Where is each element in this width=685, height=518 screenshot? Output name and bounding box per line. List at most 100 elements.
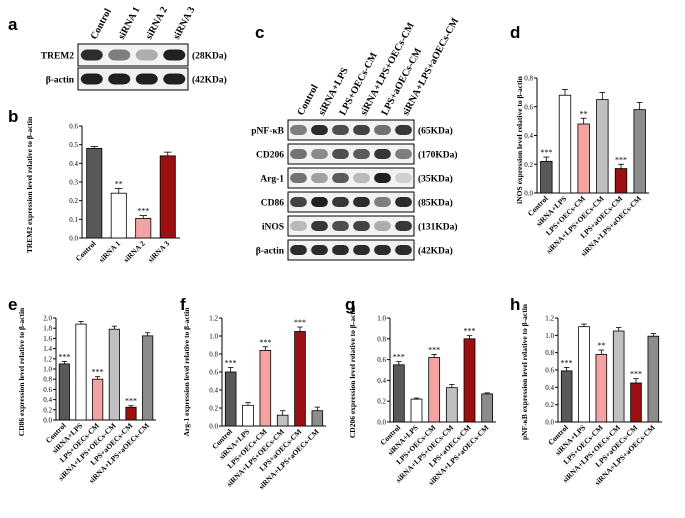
y-tick-label: 0.0 — [377, 419, 386, 427]
y-axis-label: Arg-1 expression level relative to β-act… — [182, 307, 191, 437]
y-tick-label: 1.4 — [43, 345, 52, 353]
y-tick-label: 0.2 — [545, 401, 554, 409]
y-tick-label: 0.2 — [209, 405, 218, 413]
significance-label: *** — [294, 318, 306, 327]
blot-band — [395, 149, 412, 159]
y-tick-label: 0.5 — [69, 141, 78, 149]
y-tick-label: 1.2 — [545, 315, 554, 323]
y-tick-label: 0.4 — [69, 160, 78, 168]
panel-label-c: c — [255, 23, 264, 42]
y-tick-label: 0.6 — [524, 103, 533, 111]
blot-size-label: (131KDa) — [418, 222, 458, 233]
blot-band — [80, 49, 103, 61]
blot-band — [395, 173, 412, 183]
panel-label-d: d — [510, 23, 520, 42]
blot-size-label: (170KDa) — [418, 150, 458, 161]
blot-band — [311, 125, 328, 135]
blot-band — [332, 125, 349, 135]
bar — [614, 168, 628, 194]
bar — [110, 192, 127, 239]
bar — [58, 363, 70, 421]
bar — [578, 326, 590, 423]
bar-chart-pnfkb: 0.0 0.2 0.4 0.6 0.8 1.0 1.2 pNF-κB expression l… — [520, 303, 662, 487]
x-category-label: siRNA 3 — [146, 239, 171, 264]
panel-label-a: a — [8, 15, 18, 34]
significance-label: ** — [597, 341, 605, 350]
blot-band — [374, 245, 391, 255]
bar-chart-arg1: 0.0 0.2 0.4 0.6 0.8 1.0 1.2 Arg-1 expression le… — [182, 307, 326, 491]
y-tick-label: 0.8 — [524, 75, 533, 83]
bar — [125, 406, 137, 421]
y-tick-label: 0.6 — [545, 367, 554, 375]
blot-band — [353, 173, 370, 183]
significance-label: *** — [464, 327, 476, 336]
bar — [558, 94, 572, 194]
bar — [596, 99, 609, 194]
significance-label: *** — [137, 207, 149, 216]
significance-label: *** — [428, 345, 440, 354]
significance-label: *** — [393, 353, 405, 362]
bar-chart-trem2: 0.0 0.1 0.2 0.3 0.4 0.5 0.6 TREM2 expression le… — [25, 116, 180, 264]
bar — [294, 331, 306, 427]
y-tick-label: 1.0 — [43, 366, 52, 374]
significance-label: *** — [92, 368, 104, 377]
x-category-label: Control — [74, 239, 98, 263]
y-tick-label: 0.0 — [209, 423, 218, 431]
bar — [86, 147, 103, 239]
blot-band — [332, 221, 349, 231]
blot-band — [290, 173, 307, 183]
y-tick-label: 1.2 — [209, 315, 218, 323]
blot-band — [332, 197, 349, 207]
lane-label: siRNA 2 — [144, 5, 170, 41]
lane-label: Control — [89, 7, 114, 42]
bar — [633, 109, 646, 194]
blot-row-label: pNF-κB — [251, 127, 284, 137]
panel-label-b: b — [8, 107, 18, 126]
y-tick-label: 0.8 — [209, 351, 218, 359]
bar — [463, 338, 476, 423]
blot-band — [374, 221, 391, 231]
bar — [311, 410, 324, 427]
y-tick-label: 0.4 — [43, 396, 52, 404]
bar — [159, 155, 176, 239]
bar — [392, 364, 405, 423]
bar — [108, 328, 120, 421]
y-tick-label: 0.2 — [69, 197, 78, 205]
y-tick-label: 1.6 — [43, 335, 52, 343]
significance-label: *** — [615, 155, 627, 164]
blot-row-label: iNOS — [262, 223, 284, 233]
lane-label: siRNA 1 — [116, 5, 142, 41]
y-tick-label: 1.0 — [377, 315, 386, 323]
y-tick-label: 0.4 — [209, 387, 218, 395]
significance-label: ** — [580, 109, 588, 118]
bar — [428, 357, 441, 423]
y-tick-label: 0.4 — [545, 384, 554, 392]
blot-band — [290, 125, 307, 135]
significance-label: *** — [561, 358, 573, 367]
y-tick-label: 0.6 — [43, 386, 52, 394]
blot-band — [290, 245, 307, 255]
blot-band — [290, 149, 307, 159]
bar — [410, 398, 423, 423]
blot-band — [353, 245, 370, 255]
y-axis-label: pNF-κB expression level relative to β-ac… — [520, 303, 529, 440]
bar — [630, 382, 642, 423]
y-tick-label: 0.4 — [377, 377, 386, 385]
bar — [595, 353, 608, 423]
y-tick-label: 0.0 — [43, 417, 52, 425]
bar-chart-cd86: 0.0 0.2 0.4 0.6 0.8 1.0 1.2 1.4 1.6 1.8 2.0 CD86 ex… — [17, 307, 156, 485]
blot-band — [311, 149, 328, 159]
bar — [445, 387, 458, 423]
bar — [75, 323, 87, 421]
panel-label-f: f — [180, 295, 186, 314]
blot-band — [374, 149, 391, 159]
panel-label-h: h — [510, 295, 520, 314]
significance-label: *** — [630, 370, 642, 379]
bar — [259, 349, 272, 427]
blot-band — [395, 221, 412, 231]
blot-band — [395, 245, 412, 255]
bar — [224, 371, 237, 427]
significance-label: *** — [58, 352, 70, 361]
blot-row-label: Arg-1 — [260, 175, 284, 185]
y-tick-label: 0.2 — [43, 406, 52, 414]
